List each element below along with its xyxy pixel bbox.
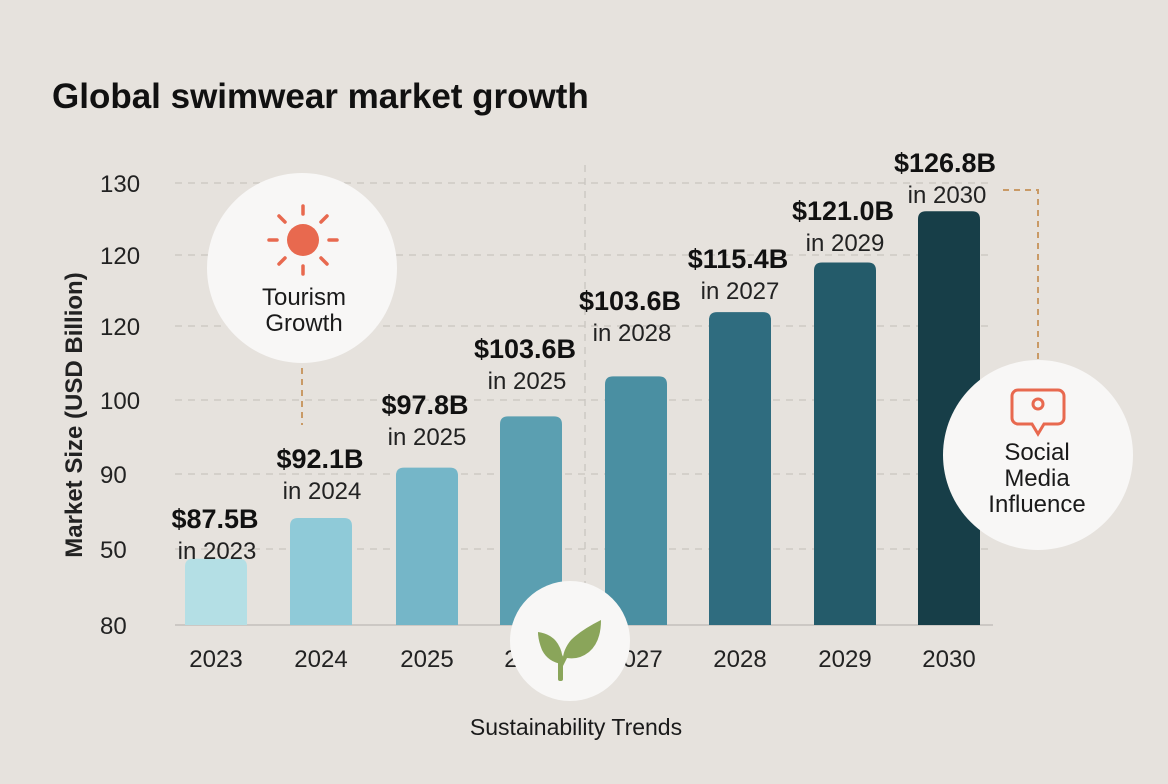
bar-2027 bbox=[605, 376, 667, 625]
bar-2023 bbox=[185, 558, 247, 625]
sun-icon bbox=[267, 204, 339, 276]
y-tick-label: 80 bbox=[100, 613, 127, 640]
bar-2025 bbox=[396, 467, 458, 625]
social-media-callout: Social Media Influence bbox=[943, 360, 1133, 550]
data-label-note: in 2027 bbox=[701, 278, 780, 305]
tourism-growth-callout: Tourism Growth bbox=[207, 173, 397, 363]
data-label-value: $103.6B bbox=[579, 286, 681, 316]
social-connector bbox=[1003, 189, 1039, 362]
x-tick-label: 2023 bbox=[189, 646, 242, 673]
y-tick-label: 130 bbox=[100, 171, 140, 198]
data-label-note: in 2030 bbox=[908, 182, 987, 209]
data-label-value: $103.6B bbox=[474, 334, 576, 364]
y-axis-label: Market Size (USD Billion) bbox=[61, 272, 88, 557]
bar-2029 bbox=[814, 262, 876, 625]
data-label-value: $121.0B bbox=[792, 196, 894, 226]
y-tick-label: 120 bbox=[100, 314, 140, 341]
social-label-line2: Media bbox=[1004, 465, 1070, 492]
data-label-note: in 2028 bbox=[593, 320, 672, 347]
bar-2030 bbox=[918, 211, 980, 625]
x-tick-label: 2025 bbox=[400, 646, 453, 673]
x-tick-label: 2024 bbox=[294, 646, 347, 673]
y-tick-label: 100 bbox=[100, 388, 140, 415]
y-tick-label: 90 bbox=[100, 462, 127, 489]
tourism-label-line1: Tourism bbox=[262, 284, 346, 311]
bars bbox=[185, 211, 980, 625]
data-label-value: $87.5B bbox=[171, 504, 258, 534]
data-label-note: in 2029 bbox=[806, 230, 885, 257]
data-label-note: in 2024 bbox=[283, 478, 362, 505]
y-tick-label: 50 bbox=[100, 537, 127, 564]
x-tick-label: 2029 bbox=[818, 646, 871, 673]
data-label-value: $115.4B bbox=[688, 244, 789, 274]
social-label-line3: Influence bbox=[988, 491, 1085, 518]
data-label-value: $97.8B bbox=[381, 390, 468, 420]
sustainability-label: Sustainability Trends bbox=[470, 714, 682, 740]
x-tick-label: 2030 bbox=[922, 646, 975, 673]
leaf-icon bbox=[538, 620, 601, 681]
tourism-label-line2: Growth bbox=[265, 310, 342, 337]
y-ticks: 130 120 120 100 90 50 80 bbox=[100, 171, 140, 640]
chart-title: Global swimwear market growth bbox=[52, 77, 589, 116]
social-label-line1: Social bbox=[1004, 439, 1069, 466]
chat-location-icon bbox=[1010, 388, 1066, 437]
data-label-note: in 2025 bbox=[388, 424, 467, 451]
x-tick-label: 2028 bbox=[713, 646, 766, 673]
bar-2028 bbox=[709, 312, 771, 625]
bar-2024 bbox=[290, 518, 352, 625]
data-labels: $87.5B in 2023 $92.1B in 2024 $97.8B in 2025 $… bbox=[171, 148, 996, 565]
sustainability-callout: Sustainability Trends bbox=[470, 581, 682, 740]
data-label-value: $92.1B bbox=[276, 444, 363, 474]
data-label-value: $126.8B bbox=[894, 148, 996, 178]
y-tick-label: 120 bbox=[100, 243, 140, 270]
bar-2026 bbox=[500, 416, 562, 625]
data-label-note: in 2025 bbox=[488, 368, 567, 395]
data-label-note: in 2023 bbox=[178, 538, 257, 565]
